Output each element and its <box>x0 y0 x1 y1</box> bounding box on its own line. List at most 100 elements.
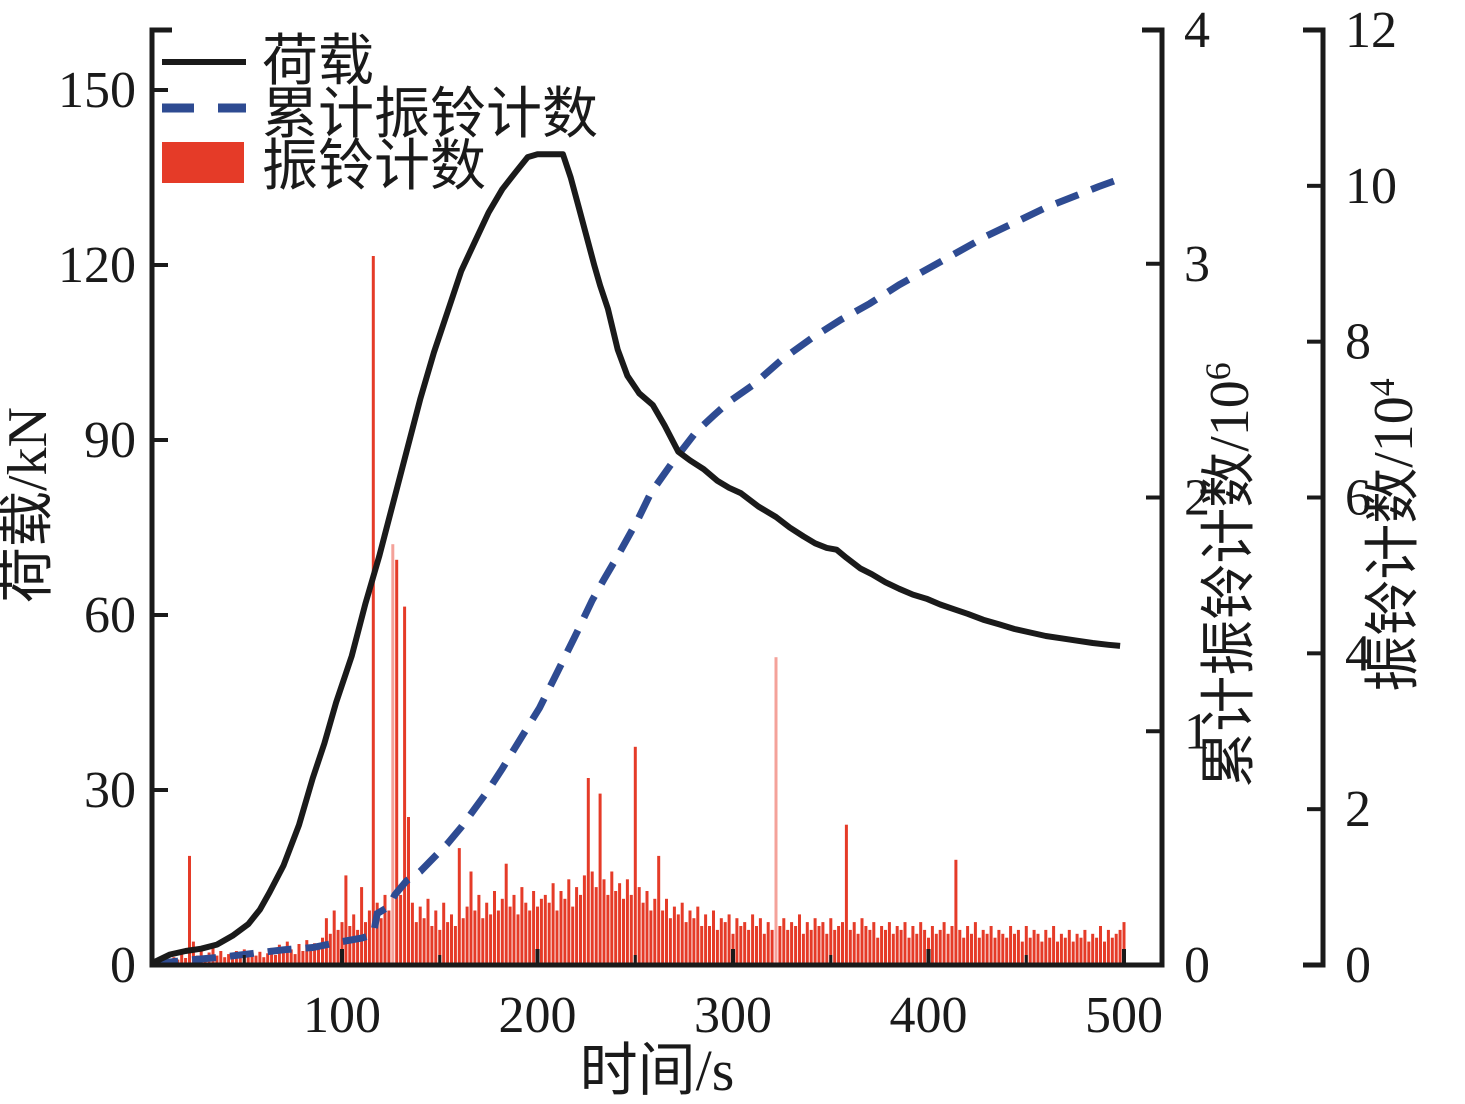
ring-count-bar <box>344 875 348 965</box>
ring-count-bar <box>923 929 927 965</box>
ring-count-bar <box>293 954 297 965</box>
x-tick-label: 300 <box>694 987 772 1044</box>
ring-count-bar <box>887 922 891 965</box>
ring-count-bar <box>829 918 833 965</box>
ring-count-bar <box>379 918 383 965</box>
ring-count-bar <box>973 922 977 965</box>
ring-count-bar <box>438 929 442 965</box>
ring-count-bar <box>1118 929 1122 965</box>
ring-count-bar <box>989 926 993 965</box>
ring-count-bar <box>985 933 989 965</box>
ring-count-bar <box>387 910 391 965</box>
ring-count-bar <box>782 918 786 965</box>
cumulative-ring-count-line <box>153 176 1120 968</box>
ring-count-bar <box>422 918 426 965</box>
ring-count-bar <box>884 929 887 965</box>
ring-count-bar <box>719 918 723 965</box>
y-right-count-tick-label: 8 <box>1345 314 1371 371</box>
ring-count-bar <box>1099 926 1102 965</box>
ring-count-bar <box>805 922 809 965</box>
ring-count-bar <box>692 918 696 965</box>
ring-count-bar <box>942 922 946 965</box>
ring-count-bar <box>841 922 844 965</box>
ring-count-bar <box>586 778 590 965</box>
y-right-cumulative-tick-label: 1 <box>1184 703 1210 760</box>
y-left-tick-label: 0 <box>110 937 136 994</box>
y-right-cumulative-tick-label: 2 <box>1184 470 1210 527</box>
ring-count-bar <box>250 953 254 965</box>
ring-count-bar <box>277 944 281 965</box>
ring-count-bar <box>930 926 934 965</box>
ring-count-bar <box>817 926 821 965</box>
ring-count-bar <box>606 894 610 965</box>
ring-count-bar <box>954 859 958 965</box>
ring-count-bar <box>715 929 719 965</box>
ring-count-bar <box>813 918 817 965</box>
ring-count-bar <box>977 937 981 965</box>
ring-count-bar <box>1106 929 1110 965</box>
ring-count-bar <box>434 910 438 965</box>
ring-count-bar <box>446 922 450 965</box>
y-left-tick-label: 60 <box>84 587 136 644</box>
ring-count-bar <box>794 926 798 965</box>
ring-count-bar <box>1056 941 1059 965</box>
ring-count-bar <box>641 902 645 965</box>
ring-count-bar <box>489 914 493 965</box>
ring-count-bar <box>1028 937 1032 965</box>
ring-count-bar <box>758 918 762 965</box>
ring-count-bar <box>1001 933 1005 965</box>
ring-count-bar <box>915 933 919 965</box>
y-right-cumulative-axis-title-base: 累计振铃计数/10 <box>1199 380 1261 788</box>
ring-count-bar <box>856 933 860 965</box>
ring-count-bar <box>645 891 649 965</box>
ring-count-bar <box>1016 929 1020 965</box>
y-right-count-tick-label: 2 <box>1345 781 1371 838</box>
ring-count-bar <box>1075 933 1079 965</box>
ring-count-bar <box>809 929 813 965</box>
ring-count-bar <box>426 898 430 965</box>
ring-count-bar <box>770 929 774 965</box>
ring-count-bar <box>825 933 829 965</box>
ring-count-bar <box>739 926 743 965</box>
ring-count-bar <box>309 947 313 965</box>
ring-count-bar <box>571 906 575 965</box>
y-right-count-axis-title-base: 振铃计数/10 <box>1363 396 1425 692</box>
y-right-count-tick-label: 4 <box>1345 625 1371 682</box>
ring-count-bar <box>1063 937 1067 965</box>
ring-count-bar <box>1005 937 1009 965</box>
ring-count-bar <box>684 922 688 965</box>
ring-count-bar <box>332 910 336 965</box>
ring-count-bar <box>751 914 755 965</box>
ring-count-bar <box>508 906 512 965</box>
ring-count-bar <box>539 898 543 965</box>
ring-count-bar <box>231 957 234 965</box>
ring-count-bars-series <box>156 256 1126 965</box>
ring-count-bar <box>528 910 532 965</box>
ring-count-bar <box>653 898 657 965</box>
x-tick-label: 100 <box>303 987 381 1044</box>
y-left-tick-label: 90 <box>84 412 136 469</box>
ring-count-bar <box>469 871 473 965</box>
y-right-count-axis-ticks: 0 2 4 6 8 10 12 <box>1307 2 1397 994</box>
ring-count-bar <box>1083 929 1087 965</box>
ring-count-bar <box>496 910 500 965</box>
ring-count-bar <box>629 894 633 965</box>
y-right-count-tick-label: 0 <box>1345 937 1371 994</box>
ring-count-bar <box>1040 941 1044 965</box>
ring-count-bar <box>430 926 434 965</box>
ring-count-bar <box>238 955 242 965</box>
ring-count-bar <box>700 926 704 965</box>
ring-count-bar <box>305 940 309 965</box>
ring-count-bar <box>712 910 715 965</box>
ring-count-bar <box>317 949 320 965</box>
ring-count-bar <box>442 902 446 965</box>
ring-count-bar <box>610 871 614 965</box>
ring-count-bar <box>622 898 625 965</box>
ring-count-bar <box>704 914 708 965</box>
y-right-count-axis-title: 振铃计数/104 <box>1362 378 1425 692</box>
ring-count-bar <box>637 887 641 965</box>
ring-count-bar <box>485 902 489 965</box>
ring-count-bar <box>790 922 794 965</box>
ring-count-bar <box>477 894 481 965</box>
ring-count-bar <box>911 926 915 965</box>
